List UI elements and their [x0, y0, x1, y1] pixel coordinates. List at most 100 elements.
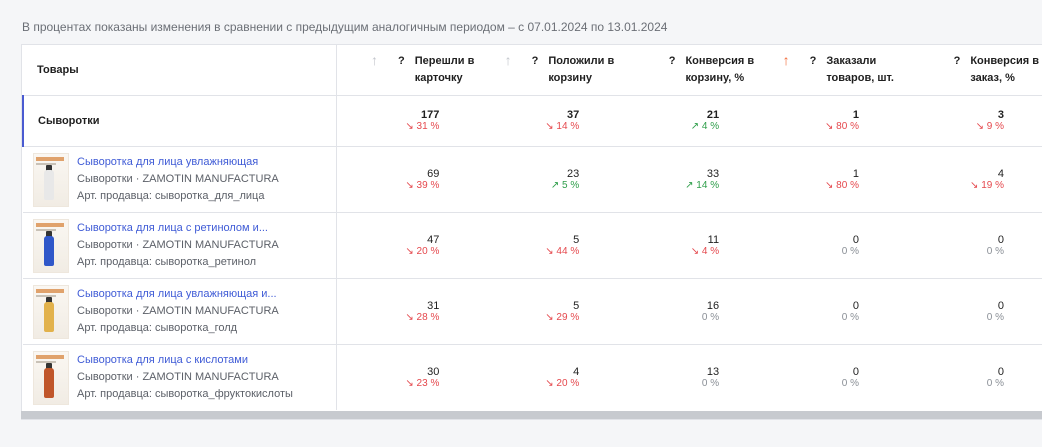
metric-change: ↘ 39 % [405, 179, 440, 191]
metric-change: 0 % [701, 311, 720, 323]
sort-arrow-icon[interactable]: ↑ [504, 52, 512, 68]
help-icon[interactable]: ? [668, 55, 676, 67]
metric-cell: 1 ↘ 80 % [757, 146, 897, 213]
column-header-line: Перешли в [414, 55, 475, 67]
column-header-order-conversion[interactable]: ? Конверсия в заказ, % [896, 45, 1042, 96]
metric-change: 0 % [986, 245, 1004, 257]
product-image[interactable] [33, 350, 69, 405]
product-brand: Сыворотки · ZAMOTIN MANUFACTURA [77, 305, 279, 317]
metric-value: 3 [997, 109, 1004, 121]
metric-value: 11 [707, 233, 720, 246]
package-text-line [36, 360, 56, 363]
metric-cell: 177 ↘ 31 % [336, 95, 478, 147]
product-info: Сыворотка для лица с ретинолом и... Сывор… [23, 218, 336, 273]
table-header: Товары ↑? Перешли в карточку ↑? Положили в к… [23, 45, 1042, 96]
product-cell: Сыворотка для лица с ретинолом и... Сывор… [23, 212, 337, 279]
metric-value: 69 [427, 167, 440, 180]
metric-cell: 21 ↗ 4 % [617, 95, 758, 147]
scrollbar-thumb[interactable] [21, 411, 1042, 419]
horizontal-scrollbar[interactable] [21, 411, 1042, 419]
sort-arrow-icon[interactable]: ↑ [371, 52, 378, 68]
metric-value: 16 [706, 299, 720, 312]
bottle-cap [46, 362, 52, 370]
metric-change: ↘ 44 % [545, 245, 580, 257]
metric-change: ↗ 5 % [550, 179, 580, 191]
help-icon[interactable]: ? [809, 55, 817, 67]
help-icon[interactable]: ? [953, 55, 961, 67]
column-header-line: заказ, % [970, 72, 1015, 84]
metric-change: 0 % [701, 377, 720, 389]
product-cell: Сыворотка для лица увлажняющая и... Сывор… [23, 278, 337, 345]
metric-change: ↘ 14 % [545, 121, 580, 132]
package-band [36, 288, 64, 293]
column-header-line: Конверсия в [970, 55, 1039, 67]
metric-change: 0 % [841, 311, 859, 323]
bottle-shape [44, 235, 54, 266]
metric-value: 1 [852, 109, 859, 121]
product-title-link[interactable]: Сыворотка для лица с кислотами [77, 354, 249, 366]
metric-cell: 5 ↘ 29 % [477, 278, 618, 345]
column-header-content: ↑? Заказали товаров, шт. [757, 53, 894, 87]
product-title-link[interactable]: Сыворотка для лица увлажняющая [77, 156, 259, 168]
metric-cell: 11 ↘ 4 % [617, 212, 758, 279]
metric-cell: 4 ↘ 20 % [477, 345, 617, 411]
column-header-card-visits[interactable]: ↑? Перешли в карточку [336, 45, 478, 96]
metric-cell: 4 ↘ 19 % [896, 146, 1042, 213]
column-header-add-to-cart[interactable]: ↑? Положили в корзину [477, 45, 618, 96]
column-header-line: Конверсия в [685, 55, 755, 67]
product-text: Сыворотка для лица с кислотами Сыворотки … [77, 352, 293, 403]
product-brand: Сыворотки · ZAMOTIN MANUFACTURA [77, 173, 279, 185]
product-image[interactable] [33, 152, 69, 207]
column-header-ordered-units[interactable]: ↑? Заказали товаров, шт. [757, 45, 897, 96]
column-header-line: корзину, % [685, 72, 745, 84]
metric-change: 0 % [986, 377, 1004, 389]
metric-value: 5 [573, 299, 580, 312]
product-title-link[interactable]: Сыворотка для лица увлажняющая и... [77, 288, 277, 300]
product-info: Сыворотка для лица с кислотами Сыворотки … [23, 350, 336, 405]
product-text: Сыворотка для лица увлажняющая Сыворотки … [77, 154, 279, 205]
metric-cell: 1 ↘ 80 % [757, 95, 897, 147]
metric-change: ↘ 20 % [405, 245, 440, 257]
metric-value: 0 [852, 299, 859, 312]
metric-value: 33 [706, 167, 720, 180]
product-text: Сыворотка для лица увлажняющая и... Сывор… [77, 286, 279, 337]
metric-cell: 13 0 % [617, 345, 757, 411]
product-title-link[interactable]: Сыворотка для лица с ретинолом и... [77, 222, 268, 234]
product-info: Сыворотка для лица увлажняющая Сыворотки … [23, 152, 336, 207]
metric-change: ↘ 29 % [545, 311, 580, 323]
metric-change: ↘ 9 % [975, 121, 1004, 132]
help-icon[interactable]: ? [398, 55, 405, 67]
metric-value: 47 [427, 233, 440, 246]
product-image[interactable] [33, 284, 69, 339]
product-row[interactable]: Сыворотка для лица с кислотами Сыворотки … [23, 344, 1042, 411]
product-text: Сыворотка для лица с ретинолом и... Сывор… [77, 220, 279, 271]
column-header-label: Заказали товаров, шт. [826, 53, 894, 87]
column-header-content: ? Конверсия в заказ, % [897, 53, 1039, 87]
column-header-line: Положили в [548, 55, 615, 67]
product-image[interactable] [33, 218, 69, 273]
metric-cell: 33 ↗ 14 % [617, 146, 758, 213]
column-header-cart-conversion[interactable]: ? Конверсия в корзину, % [617, 45, 758, 96]
metric-value: 4 [997, 167, 1004, 180]
bottle-shape [44, 169, 54, 200]
metric-value: 177 [420, 109, 440, 121]
metric-change: ↗ 4 % [690, 121, 720, 132]
metric-cell: 30 ↘ 23 % [336, 345, 477, 411]
help-icon[interactable]: ? [531, 55, 539, 67]
group-row[interactable]: Сыворотки 177 ↘ 31 % 37 ↘ 14 % 21 ↗ 4 % 1 ↘ 80 … [22, 95, 1042, 147]
package-text-line [36, 228, 56, 231]
metric-change: ↘ 19 % [970, 179, 1004, 191]
product-row[interactable]: Сыворотка для лица увлажняющая и... Сывор… [23, 278, 1042, 345]
product-row[interactable]: Сыворотка для лица увлажняющая Сыворотки … [23, 146, 1042, 213]
column-header-content: ? Конверсия в корзину, % [617, 53, 754, 87]
product-sku: Арт. продавца: сыворотка_голд [77, 322, 238, 334]
column-header-content: ↑? Положили в корзину [477, 52, 615, 87]
metric-cell: 5 ↘ 44 % [477, 212, 618, 279]
sort-arrow-icon[interactable]: ↑ [782, 52, 790, 68]
product-row[interactable]: Сыворотка для лица с ретинолом и... Сывор… [23, 212, 1042, 279]
metric-cell: 16 0 % [617, 278, 758, 345]
